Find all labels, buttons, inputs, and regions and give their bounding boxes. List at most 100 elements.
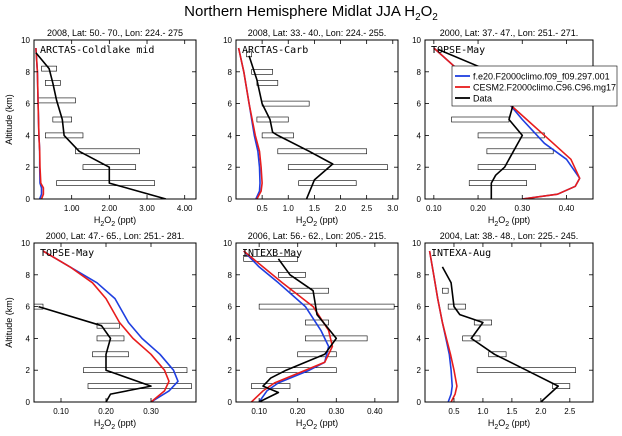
x-axis-label-part: 2	[100, 424, 104, 431]
series-line-data	[441, 266, 560, 402]
figure-title: Northern Hemisphere Midlat JJA H2O2	[184, 3, 438, 23]
campaign-label: INTEXA-Aug	[431, 248, 491, 259]
panel-data	[34, 250, 192, 402]
series-line-cesm2	[237, 47, 263, 199]
plot-frame	[235, 39, 399, 200]
x-tick-label: 2.5	[361, 204, 373, 213]
error-bar	[442, 287, 449, 294]
y-tick-label: 0	[228, 195, 233, 204]
error-bar	[251, 69, 273, 75]
y-tick-label: 10	[223, 239, 232, 248]
series-line-f09	[243, 250, 330, 402]
panel-header: 2008, Lat: 33.- 40., Lon: 224.- 255.	[248, 28, 387, 38]
y-tick-label: 10	[21, 239, 30, 248]
y-tick-label: 8	[228, 68, 233, 77]
x-axis-label-part: (ppt)	[509, 215, 530, 225]
y-axis-label: Altitude (km)	[4, 94, 14, 145]
x-axis-label-part: (ppt)	[317, 215, 338, 225]
y-tick-label: 0	[417, 195, 422, 204]
panel-4: 2000, Lat: 47.- 65., Lon: 251.- 281. 0.10…	[4, 231, 197, 431]
x-tick-label: 2.0	[535, 407, 547, 416]
panel-header: 2008, Lat: 50.- 70., Lon: 224.- 275	[47, 28, 183, 38]
y-tick-label: 10	[223, 36, 232, 45]
y-tick-label: 4	[228, 334, 233, 343]
legend-entry: CESM2.F2000climo.C96.C96.mg17	[473, 83, 616, 93]
error-bar	[287, 164, 388, 170]
panel-data	[35, 47, 167, 199]
error-bar	[552, 383, 571, 389]
series-line-data	[35, 52, 167, 199]
y-tick-label: 4	[26, 334, 31, 343]
plot-frame	[424, 242, 594, 403]
x-axis-label-part: H	[488, 215, 495, 225]
y-tick-label: 4	[417, 334, 422, 343]
y-tick-label: 10	[412, 36, 421, 45]
error-bar	[277, 148, 367, 155]
error-bar	[278, 271, 306, 278]
panel-data	[428, 250, 576, 402]
x-tick-label: 3.0	[387, 204, 399, 213]
x-axis-label-part: 2	[505, 424, 509, 431]
error-bar	[96, 322, 120, 329]
y-tick-label: 0	[417, 398, 422, 407]
error-bar	[451, 116, 510, 123]
panel-header: 2004, Lat: 38.- 48., Lon: 225.- 245.	[440, 231, 579, 241]
y-tick-label: 10	[412, 239, 421, 248]
x-tick-label: 2.5	[564, 407, 576, 416]
legend-entry: f.e20.F2000climo.f09_f09.297.001	[473, 72, 610, 82]
plot-frame	[424, 39, 594, 200]
x-axis-label-part: O	[306, 215, 313, 225]
series-line-f09	[42, 250, 179, 402]
series-line-f09	[237, 47, 261, 199]
x-tick-label: 0.10	[251, 407, 267, 416]
y-tick-label: 8	[26, 271, 31, 280]
y-tick-label: 4	[26, 131, 31, 140]
y-tick-label: 2	[26, 163, 31, 172]
y-tick-label: 2	[417, 366, 422, 375]
x-tick-label: 0.20	[98, 407, 114, 416]
x-tick-label: 0.30	[328, 407, 344, 416]
x-tick-label: 2.00	[102, 204, 118, 213]
x-axis-label-part: (ppt)	[115, 418, 136, 428]
campaign-label: TOPSE-May	[40, 248, 94, 259]
series-line-cesm2	[42, 250, 170, 402]
x-axis-label-part: 2	[111, 424, 115, 431]
y-tick-label: 6	[228, 100, 233, 109]
x-axis-label-part: O	[498, 418, 505, 428]
x-tick-label: 0.20	[470, 204, 486, 213]
error-bar	[476, 367, 576, 374]
error-bar	[75, 148, 140, 155]
y-tick-label: 0	[26, 398, 31, 407]
x-tick-label: 0.30	[514, 204, 530, 213]
error-bar	[56, 180, 155, 186]
legend: f.e20.F2000climo.f09_f09.297.001CESM2.F2…	[451, 65, 618, 107]
campaign-label: ARCTAS-Carb	[242, 45, 308, 56]
y-tick-label: 8	[417, 271, 422, 280]
y-tick-label: 0	[26, 195, 31, 204]
panel-data	[243, 250, 395, 402]
y-tick-label: 2	[228, 163, 233, 172]
error-bar	[298, 180, 357, 186]
x-axis-label: H2O2 (ppt)	[94, 418, 136, 431]
x-tick-label: 1.0	[477, 407, 489, 416]
series-line-data	[38, 305, 152, 402]
y-tick-label: 6	[228, 303, 233, 312]
plot-frame	[33, 39, 197, 200]
error-bar	[92, 351, 129, 358]
panel-5: 2006, Lat: 56.- 62., Lon: 205.- 215. 0.10…	[223, 231, 399, 431]
x-tick-label: 0.10	[53, 407, 69, 416]
error-bar	[447, 303, 466, 310]
error-bar	[305, 335, 368, 342]
campaign-label: TOPSE-May	[431, 45, 485, 56]
x-axis-label-part: O	[104, 215, 111, 225]
error-bar	[486, 148, 554, 155]
x-tick-label: 2.0	[335, 204, 347, 213]
error-bar	[297, 351, 337, 358]
x-axis-label-part: 2	[505, 221, 509, 228]
error-bar	[261, 100, 310, 107]
error-bar	[256, 116, 289, 123]
y-tick-label: 6	[417, 303, 422, 312]
panel-6: 2004, Lat: 38.- 48., Lon: 225.- 245. 0.5 1…	[412, 231, 594, 431]
y-tick-label: 10	[21, 36, 30, 45]
error-bar	[473, 319, 492, 326]
